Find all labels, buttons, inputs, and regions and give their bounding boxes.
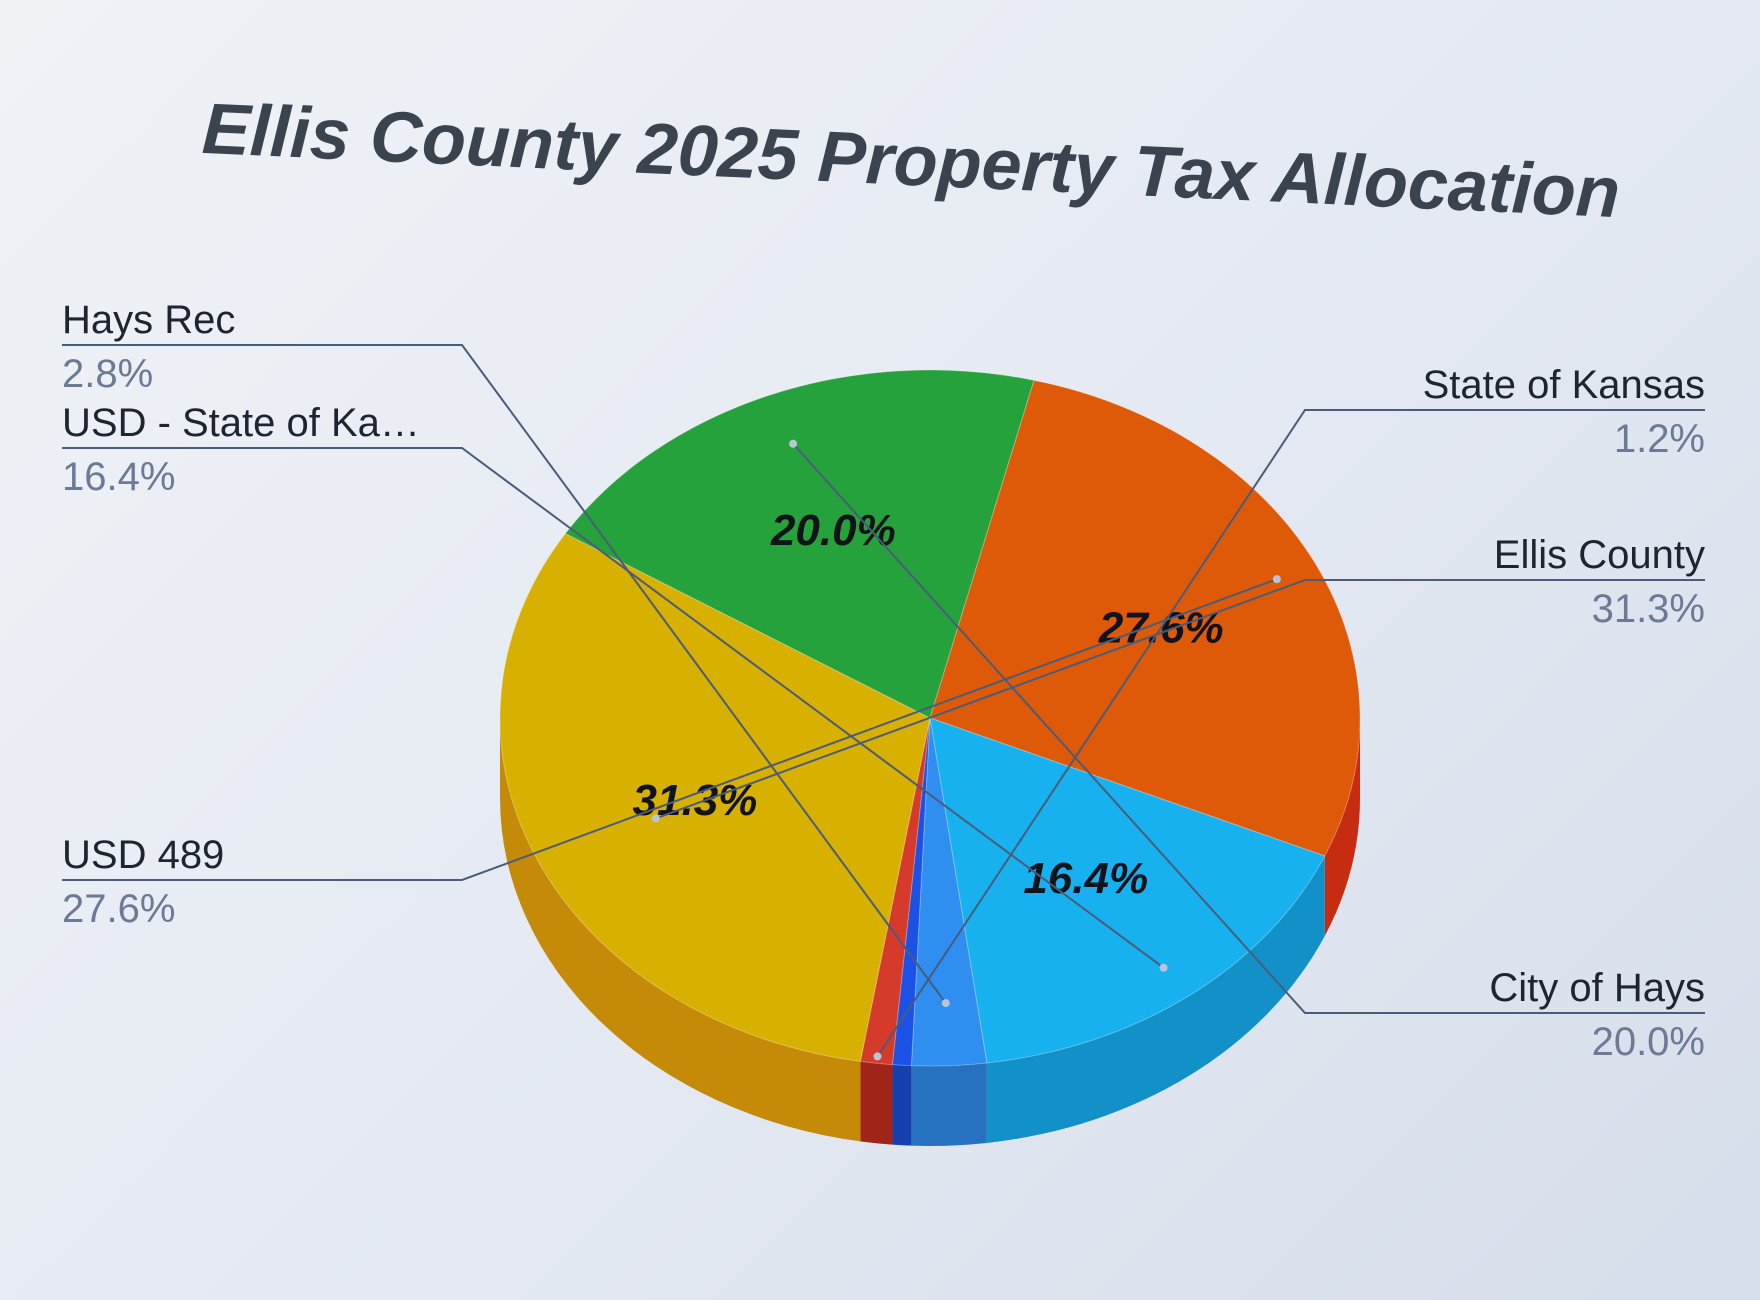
slice-label-city-of-hays: 20.0% bbox=[770, 506, 896, 555]
leader-line-usd-489 bbox=[62, 578, 1278, 881]
legend-name-hays-rec: Hays Rec bbox=[62, 298, 235, 342]
leader-dot-hays-rec bbox=[941, 999, 950, 1008]
leader-dot-state-of-kansas bbox=[873, 1052, 882, 1061]
legend-name-usd-489: USD 489 bbox=[62, 833, 224, 877]
leader-line-hays-rec bbox=[62, 344, 947, 1004]
pie-slice-usd-state-of-ka bbox=[929, 717, 1326, 1064]
pie-slice-side-ellis-county-0 bbox=[500, 718, 861, 1142]
leader-line-city-of-hays bbox=[792, 443, 1705, 1014]
leader-line-usd-state-of-ka bbox=[62, 447, 1165, 969]
legend-name-state-of-kansas: State of Kansas bbox=[1423, 363, 1705, 407]
leader-line-layer bbox=[62, 344, 1705, 1061]
leader-line-ellis-county bbox=[655, 579, 1705, 820]
chart-title: Ellis County 2025 Property Tax Allocatio… bbox=[200, 89, 1621, 233]
leader-dot-usd-state-of-ka bbox=[1159, 963, 1168, 972]
leader-dot-usd-489 bbox=[1272, 575, 1281, 584]
legend-value-city-of-hays: 20.0% bbox=[1592, 1020, 1705, 1064]
legend-name-ellis-county: Ellis County bbox=[1494, 533, 1705, 577]
legend-value-usd-489: 27.6% bbox=[62, 887, 175, 931]
pie-slice-state-of-kansas bbox=[859, 717, 931, 1066]
legend-value-usd-state-of-ka: 16.4% bbox=[62, 455, 175, 499]
pie-slice-usd-489 bbox=[929, 379, 1361, 857]
pie-slice-hays-rec bbox=[910, 717, 988, 1067]
legend-layer: State of Kansas 1.2% Ellis County 31.3% City… bbox=[62, 298, 1705, 1064]
legend-name-city-of-hays: City of Hays bbox=[1489, 966, 1705, 1010]
legend-value-state-of-kansas: 1.2% bbox=[1614, 417, 1705, 461]
pie-slice-side-usd-state-of-ka-0 bbox=[986, 855, 1325, 1143]
leader-dot-ellis-county bbox=[651, 814, 660, 823]
leader-line-state-of-kansas bbox=[876, 409, 1705, 1057]
legend-value-ellis-county: 31.3% bbox=[1592, 587, 1705, 631]
pie-slice-side-usd-489-0 bbox=[1324, 718, 1360, 936]
leader-dot-city-of-hays bbox=[789, 439, 798, 448]
slice-label-ellis-county: 31.3% bbox=[633, 776, 758, 825]
pie-slice-side-unlabeled-0 bbox=[892, 1064, 912, 1146]
pie-side-layer bbox=[500, 718, 1360, 1146]
pie-slice-city-of-hays bbox=[564, 369, 1035, 719]
pie-top-layer bbox=[499, 369, 1361, 1067]
pie-slice-side-state-of-kansas-0 bbox=[860, 1061, 893, 1145]
legend-name-usd-state-of-ka: USD - State of Ka… bbox=[62, 401, 420, 445]
legend-value-hays-rec: 2.8% bbox=[62, 352, 153, 396]
pie-slice-unlabeled-6 bbox=[891, 717, 931, 1067]
pie-slice-side-hays-rec-0 bbox=[911, 1062, 987, 1146]
